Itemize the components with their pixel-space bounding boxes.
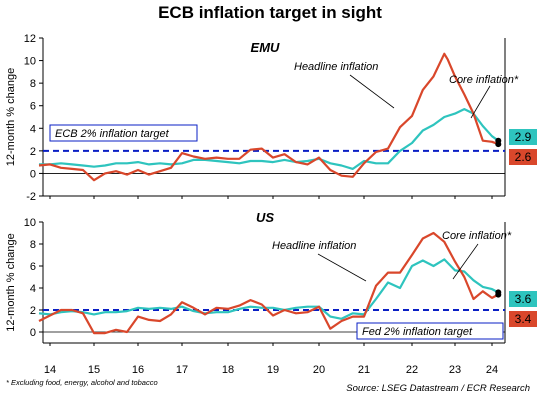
x-tick-label: 20 bbox=[313, 364, 325, 376]
panel-0-panel-title: EMU bbox=[251, 40, 281, 55]
panel-1-y-tick-label: 4 bbox=[30, 283, 36, 295]
panel-0-y-tick-label: 4 bbox=[30, 123, 36, 135]
page-title: ECB inflation target in sight bbox=[158, 3, 382, 22]
panel-1-series-core-line bbox=[38, 258, 499, 320]
x-tick-label: 24 bbox=[486, 364, 498, 376]
footnote: * Excluding food, energy, alcohol and to… bbox=[6, 378, 158, 387]
panel-0-annotation-leader bbox=[349, 74, 395, 109]
panel-1-target-label-box bbox=[356, 322, 504, 340]
panel-1-y-tick-label: 8 bbox=[30, 239, 36, 251]
panel-1-series-headline-line bbox=[38, 231, 499, 335]
panel-0-badge-headline bbox=[509, 149, 537, 165]
panel-0-y-tick-label: 12 bbox=[24, 33, 36, 45]
panel-1-y-tick-label: 10 bbox=[24, 217, 36, 229]
panel-0-series-headline-last-point bbox=[495, 141, 502, 148]
panel-1-annotation-core: Core inflation* bbox=[442, 230, 512, 242]
panel-0-annotation-core: Core inflation* bbox=[449, 74, 519, 86]
panel-0-badge-core bbox=[509, 129, 537, 145]
panel-0-annotation-headline: Headline inflation bbox=[294, 61, 378, 73]
panel-0-y-tick-label: 8 bbox=[30, 78, 36, 90]
panel-1-y-tick-label: 0 bbox=[30, 327, 36, 339]
x-tick-label: 17 bbox=[176, 364, 188, 376]
panel-1-badge-core-value: 3.6 bbox=[515, 292, 532, 306]
panel-1-target-label: Fed 2% inflation target bbox=[362, 326, 473, 338]
panel-1-y-tick-label: 6 bbox=[30, 261, 36, 273]
panel-1-badge-headline bbox=[509, 311, 537, 327]
panel-1-badge-core bbox=[509, 291, 537, 307]
panel-0-annotation-leader bbox=[470, 85, 491, 119]
panel-0-y-tick-label: 10 bbox=[24, 56, 36, 68]
panel-0-badge-core-value: 2.9 bbox=[515, 130, 532, 144]
source-note: Source: LSEG Datastream / ECR Research bbox=[346, 383, 530, 394]
panel-0-badge-headline-value: 2.6 bbox=[515, 150, 532, 164]
x-tick-label: 23 bbox=[449, 364, 461, 376]
panel-1-badge-headline-value: 3.4 bbox=[515, 312, 532, 326]
panel-1-y-axis-label: 12-month % change bbox=[5, 233, 17, 331]
panel-0-y-tick-label: 6 bbox=[30, 101, 36, 113]
panel-0-series-headline-line bbox=[38, 52, 499, 182]
x-tick-label: 19 bbox=[267, 364, 279, 376]
panel-1-panel-title: US bbox=[256, 210, 274, 225]
panel-1-y-tick-label: 2 bbox=[30, 305, 36, 317]
panel-1-annotation-leader bbox=[317, 253, 367, 282]
panel-0-y-tick-label: 2 bbox=[30, 146, 36, 158]
panel-0-target-label: ECB 2% inflation target bbox=[55, 128, 170, 140]
x-tick-label: 16 bbox=[132, 364, 144, 376]
x-tick-label: 21 bbox=[358, 364, 370, 376]
x-tick-label: 18 bbox=[222, 364, 234, 376]
panel-1-annotation-leader bbox=[452, 243, 479, 280]
panel-0-series-core-line bbox=[39, 108, 499, 170]
panel-1-annotation-headline: Headline inflation bbox=[272, 240, 356, 252]
panel-1-series-headline-last-point bbox=[495, 291, 502, 298]
panel-0-y-tick-label: -2 bbox=[26, 191, 36, 203]
panel-0-y-tick-label: 0 bbox=[30, 168, 36, 180]
x-tick-label: 14 bbox=[44, 364, 56, 376]
panel-0-y-axis-label: 12-month % change bbox=[5, 68, 17, 166]
x-tick-label: 15 bbox=[88, 364, 100, 376]
panel-0-target-label-box bbox=[49, 124, 198, 142]
x-tick-label: 22 bbox=[406, 364, 418, 376]
